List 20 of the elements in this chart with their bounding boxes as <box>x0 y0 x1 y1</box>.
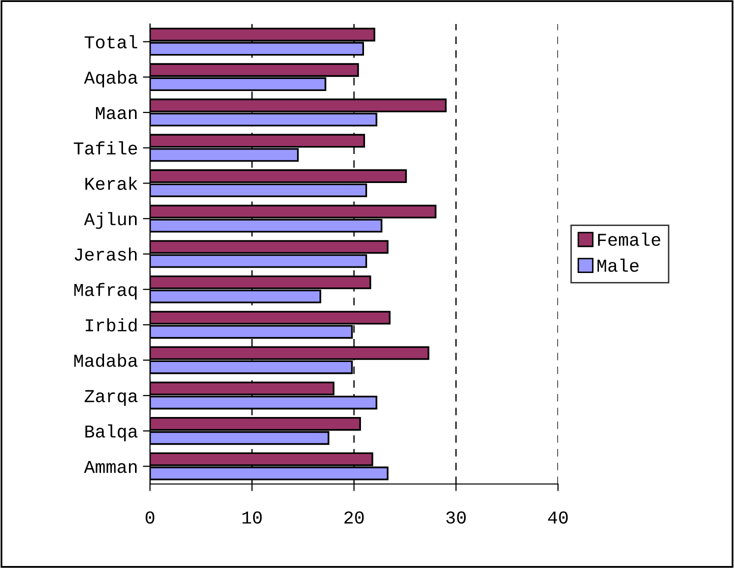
y-tick-label: Madaba <box>74 354 138 367</box>
y-tick-label: Maan <box>96 107 137 120</box>
y-tick-label: Amman <box>84 460 137 474</box>
y-tick-label: Zarqa <box>84 390 138 406</box>
y-tick-label: Balqa <box>85 424 138 442</box>
x-tick-label: 10 <box>242 511 262 524</box>
y-tick-label: Mafraq <box>74 282 137 300</box>
x-tick-label: 30 <box>446 511 466 524</box>
legend-label: Female <box>598 232 660 246</box>
legend-label: Male <box>598 258 639 272</box>
y-tick-label: Kerak <box>85 176 138 190</box>
y-tick-label: Aqaba <box>84 70 138 88</box>
y-tick-label: Tafile <box>74 141 137 155</box>
x-tick-label: 20 <box>344 511 364 524</box>
y-tick-label: Ajlun <box>84 212 137 229</box>
y-tick-label: Irbid <box>86 318 137 332</box>
x-tick-label: 40 <box>548 511 568 524</box>
x-tick-label: 0 <box>146 511 154 524</box>
y-tick-label: Total <box>84 35 138 48</box>
y-tick-label: Jerash <box>74 247 137 261</box>
